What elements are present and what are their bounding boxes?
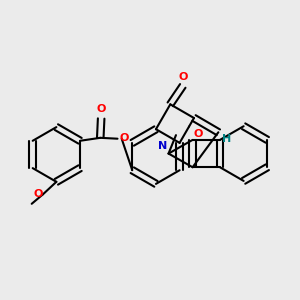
Text: O: O	[179, 72, 188, 82]
Text: O: O	[97, 104, 106, 114]
Text: O: O	[33, 189, 42, 199]
Text: O: O	[194, 129, 203, 139]
Text: N: N	[158, 141, 167, 151]
Text: O: O	[119, 134, 129, 143]
Text: H: H	[222, 134, 231, 144]
